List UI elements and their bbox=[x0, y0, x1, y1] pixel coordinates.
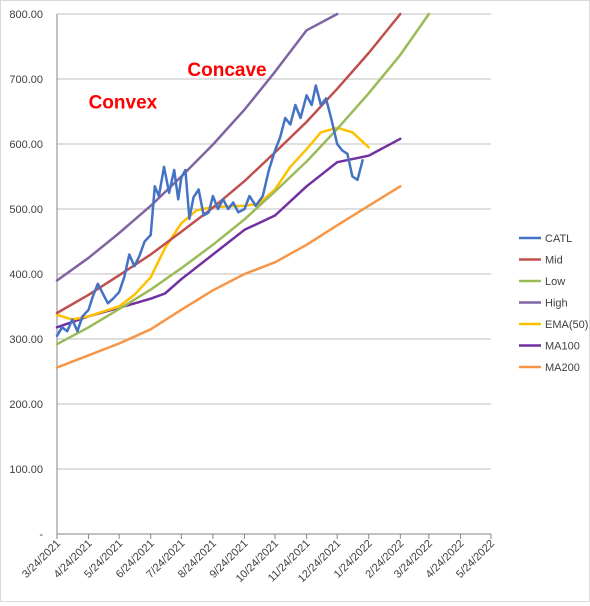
y-tick-label: 400.00 bbox=[9, 269, 43, 281]
y-axis: - 100.00 200.00 300.00 400.00 500.00 600.00 700… bbox=[9, 9, 43, 541]
legend-label: Low bbox=[545, 276, 565, 288]
legend-label: EMA(50) bbox=[545, 319, 588, 331]
series-line-catl bbox=[55, 84, 364, 338]
annotations: Convex Concave bbox=[89, 60, 267, 114]
x-axis: 3/24/20214/24/20215/24/20216/24/20217/24… bbox=[20, 534, 497, 585]
legend-label: High bbox=[545, 298, 568, 310]
y-tick-label: 100.00 bbox=[9, 464, 43, 476]
y-tick-label: 500.00 bbox=[9, 204, 43, 216]
y-tick-label: 800.00 bbox=[9, 9, 43, 21]
legend-label: MA100 bbox=[545, 341, 580, 353]
annotation-convex: Convex bbox=[89, 92, 158, 113]
legend-label: CATL bbox=[545, 233, 572, 245]
series-line-ma200 bbox=[55, 185, 402, 369]
y-tick-label: 600.00 bbox=[9, 139, 43, 151]
legend-label: Mid bbox=[545, 255, 563, 267]
annotation-concave: Concave bbox=[187, 60, 266, 81]
series-line-mid bbox=[55, 12, 402, 315]
y-tick-label: 700.00 bbox=[9, 74, 43, 86]
series-lines bbox=[55, 12, 431, 369]
y-tick-label: 300.00 bbox=[9, 334, 43, 346]
series-line-low bbox=[55, 12, 431, 346]
y-tick-label: 200.00 bbox=[9, 399, 43, 411]
y-tick-label: - bbox=[39, 529, 43, 541]
legend: CATL Mid Low High EMA(50) MA100 MA200 bbox=[519, 233, 588, 374]
legend-label: MA200 bbox=[545, 362, 580, 374]
series-line-high bbox=[55, 12, 339, 282]
